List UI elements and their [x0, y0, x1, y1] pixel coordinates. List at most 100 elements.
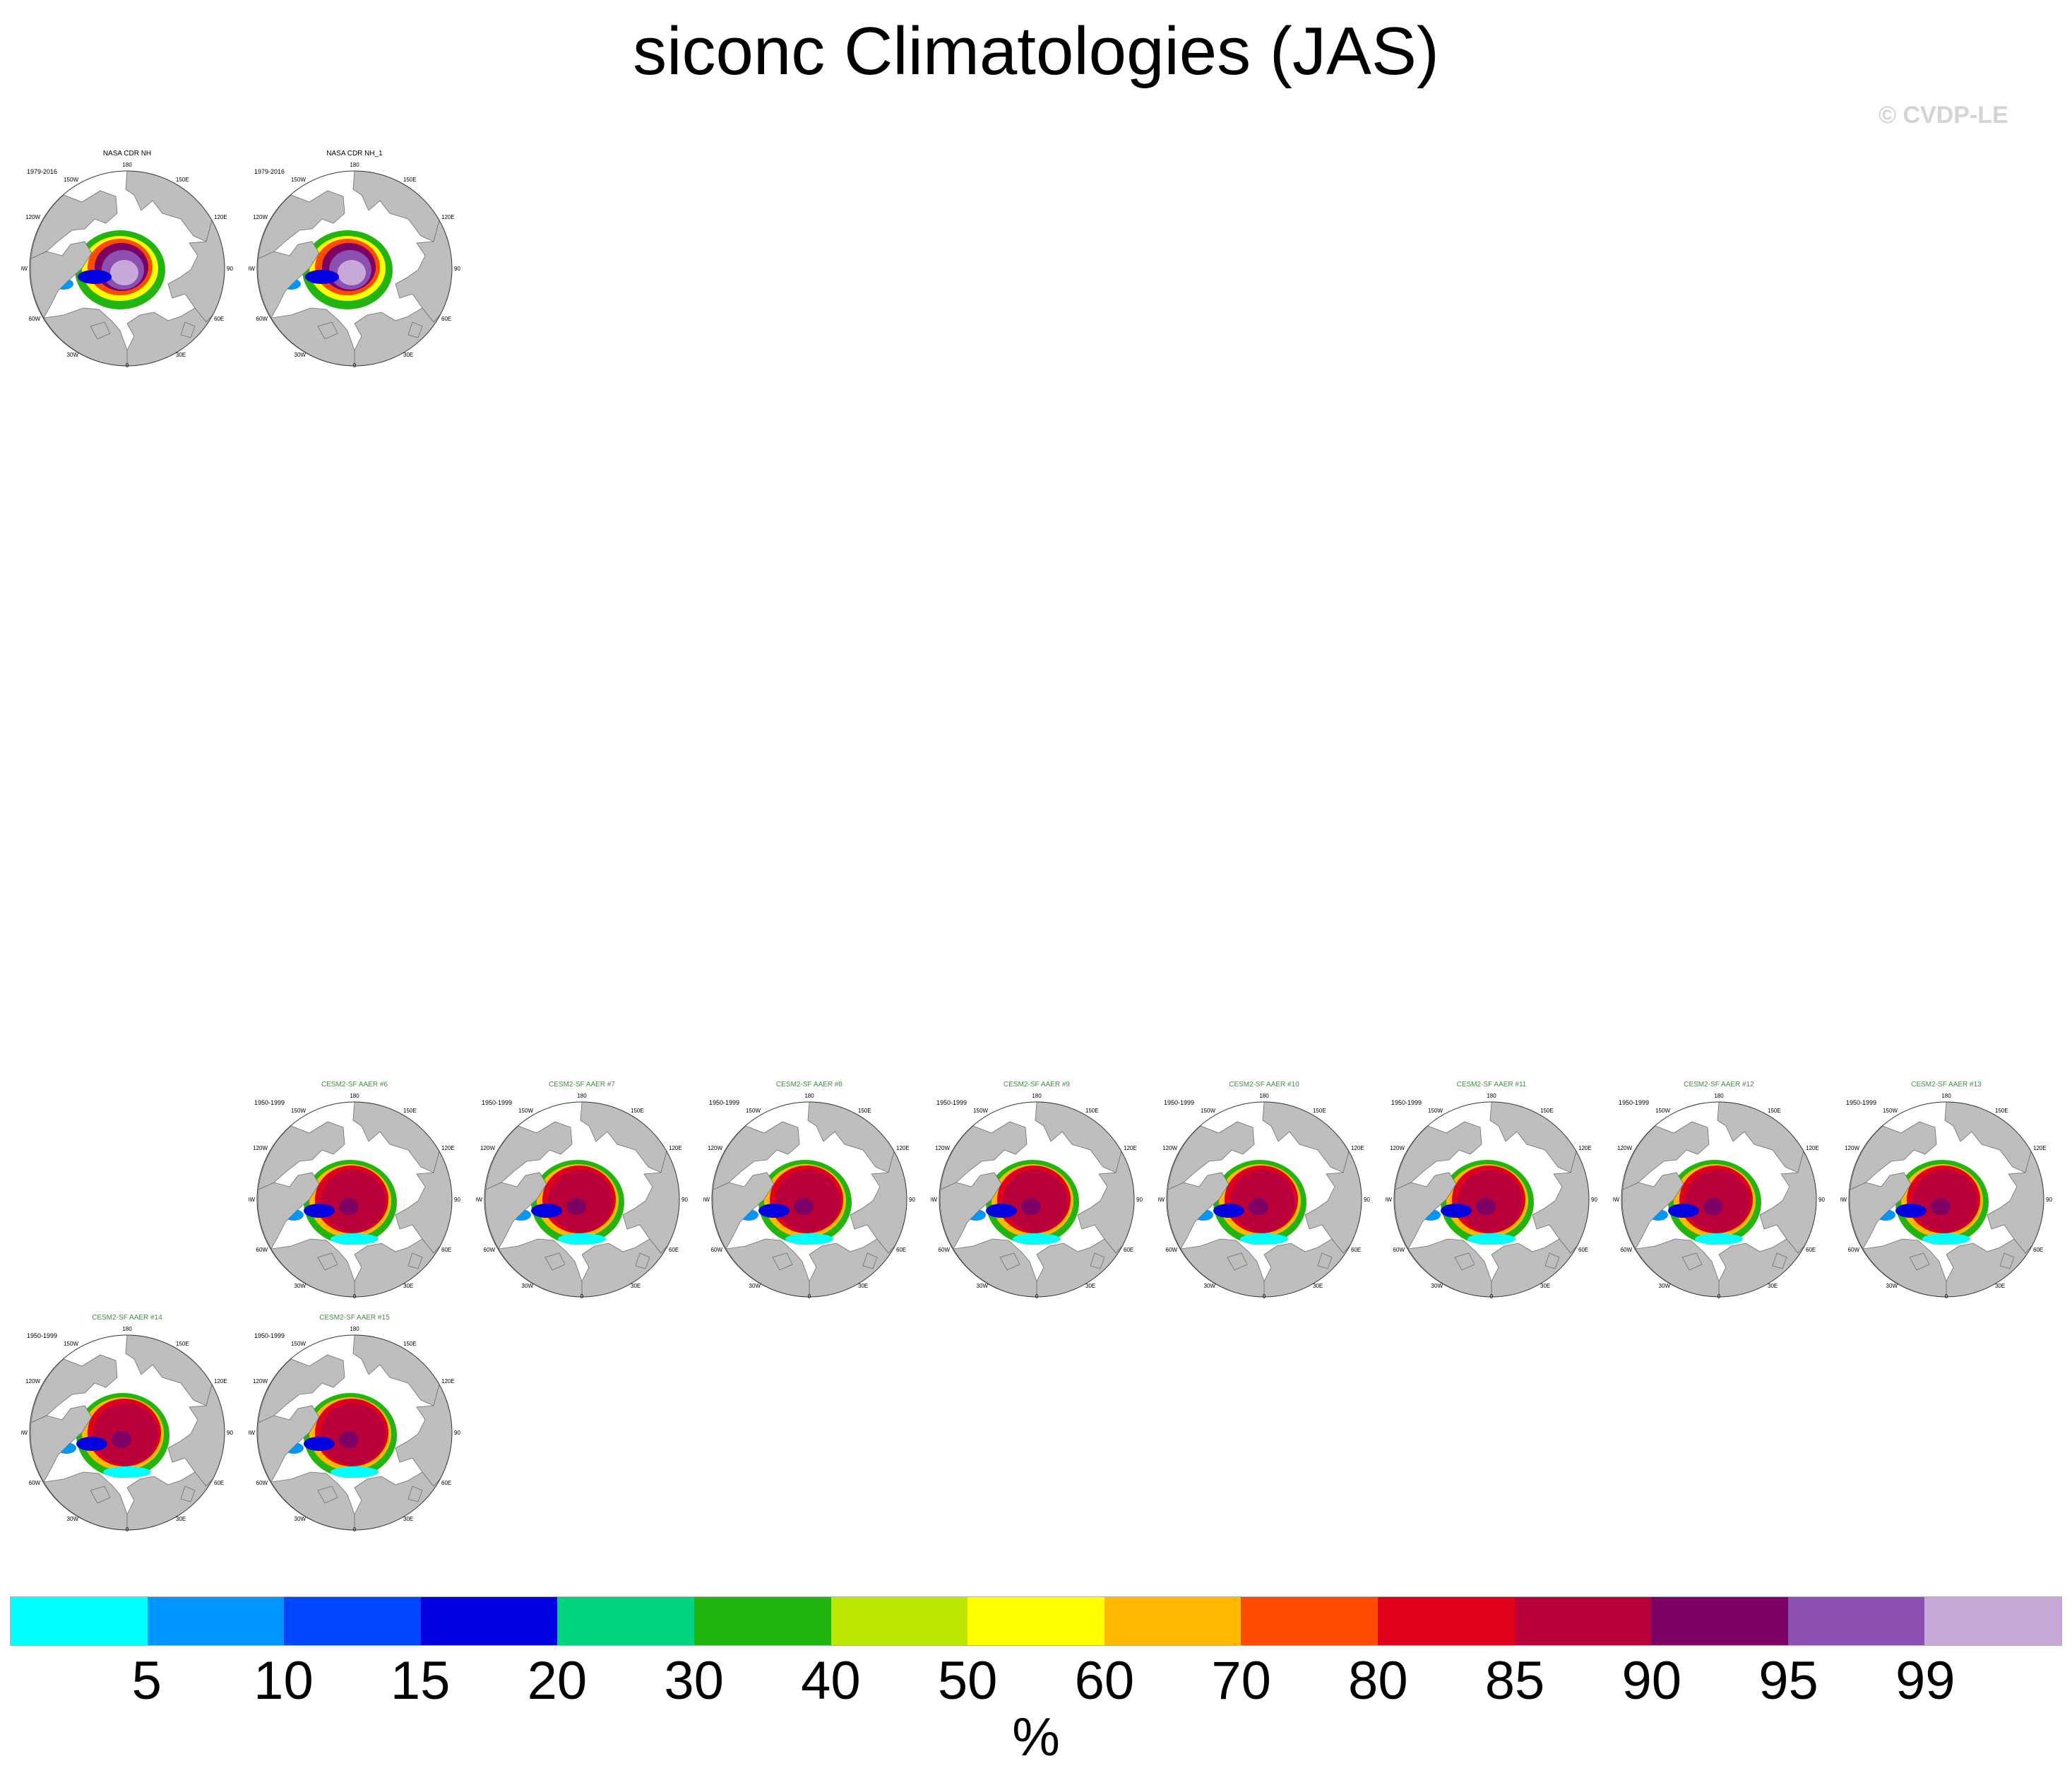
longitude-label: 180	[1032, 1093, 1042, 1099]
land-mass	[635, 1252, 650, 1269]
longitude-label: 120W	[253, 214, 268, 220]
longitude-label: 30E	[858, 1283, 868, 1289]
polar-map: CESM2-SF AAER #15 1950-1999 180 0 150W 150E 12…	[249, 1314, 460, 1533]
longitude-label: 60W	[939, 1247, 951, 1253]
map-panel: NASA CDR NH 1979-2016 180 0 150W 150E 120W 120E…	[21, 146, 233, 369]
longitude-label: 120E	[1124, 1145, 1137, 1151]
colorbar-swatch	[147, 1597, 285, 1645]
longitude-label: 180	[122, 1326, 132, 1332]
longitude-label: 60W	[1393, 1247, 1405, 1253]
longitude-label: 120E	[896, 1145, 910, 1151]
panel-period: 1950-1999	[482, 1099, 512, 1106]
longitude-label: 150W	[291, 177, 306, 183]
longitude-label: 30E	[1540, 1283, 1550, 1289]
longitude-label: 90W	[249, 266, 255, 272]
longitude-label: 120W	[1617, 1145, 1632, 1151]
longitude-label: 150W	[1428, 1108, 1443, 1114]
colorbar-tick-label: 95	[1758, 1651, 1818, 1711]
longitude-label: 0	[1490, 1293, 1494, 1300]
land-mass	[90, 321, 111, 340]
longitude-label: 30E	[176, 352, 186, 358]
map-panel: CESM2-SF AAER #9 1950-1999 180 0 150W 150E 120…	[931, 1077, 1143, 1300]
map-panel: CESM2-SF AAER #14 1950-1999 180 0 150W 150E 12…	[21, 1310, 233, 1533]
longitude-label: 0	[353, 1526, 357, 1533]
longitude-label: 150E	[1540, 1108, 1554, 1114]
longitude-label: 30E	[1995, 1283, 2005, 1289]
longitude-label: 30W	[1431, 1283, 1443, 1289]
longitude-label: 120W	[25, 1378, 40, 1384]
longitude-label: 30E	[403, 352, 413, 358]
longitude-label: 90E	[454, 1430, 460, 1436]
panel-period: 1950-1999	[254, 1332, 285, 1339]
longitude-label: 30E	[403, 1283, 413, 1289]
longitude-label: 150E	[403, 177, 417, 183]
colorbar-swatch	[1787, 1597, 1925, 1645]
longitude-label: 30E	[403, 1516, 413, 1522]
longitude-label: 90E	[454, 266, 460, 272]
polar-map: CESM2-SF AAER #11 1950-1999 180 0 150W 150E 12…	[1386, 1081, 1597, 1300]
land-mass	[1090, 1252, 1105, 1269]
map-panel: CESM2-SF AAER #12 1950-1999 180 0 150W 150E 12…	[1613, 1077, 1825, 1300]
colorbar	[10, 1596, 2062, 1646]
longitude-label: 60W	[256, 316, 268, 322]
panel-title: CESM2-SF AAER #13	[1911, 1081, 1982, 1089]
map-panel: NASA CDR NH_1 1979-2016 180 0 150W 150E 120W 12…	[249, 146, 460, 369]
longitude-label: 120W	[253, 1145, 268, 1151]
colorbar-tick-label: 90	[1621, 1651, 1682, 1711]
longitude-label: 30W	[294, 352, 306, 358]
longitude-label: 30E	[1085, 1283, 1095, 1289]
longitude-label: 30E	[1768, 1283, 1778, 1289]
longitude-label: 120W	[480, 1145, 495, 1151]
panel-title: CESM2-SF AAER #12	[1684, 1081, 1754, 1089]
longitude-label: 120W	[935, 1145, 950, 1151]
longitude-label: 30W	[522, 1283, 534, 1289]
longitude-label: 120W	[1162, 1145, 1177, 1151]
polar-map: CESM2-SF AAER #10 1950-1999 180 0 150W 150E 12…	[1158, 1081, 1370, 1300]
polar-map: CESM2-SF AAER #9 1950-1999 180 0 150W 150E 120…	[931, 1081, 1143, 1300]
panel-title: NASA CDR NH_1	[326, 150, 383, 158]
panel-title: CESM2-SF AAER #10	[1229, 1081, 1299, 1089]
longitude-label: 120E	[1351, 1145, 1364, 1151]
panel-period: 1950-1999	[1391, 1099, 1422, 1106]
longitude-label: 60E	[1806, 1247, 1816, 1253]
land-mass	[1772, 1252, 1787, 1269]
longitude-label: 0	[353, 1293, 357, 1300]
polar-map: CESM2-SF AAER #12 1950-1999 180 0 150W 150E 12…	[1613, 1081, 1825, 1300]
longitude-label: 90W	[476, 1197, 482, 1203]
panel-period: 1979-2016	[27, 168, 57, 175]
land-mass	[317, 1252, 338, 1271]
page-title: siconc Climatologies (JAS)	[633, 13, 1439, 89]
map-panel: CESM2-SF AAER #11 1950-1999 180 0 150W 150E 12…	[1386, 1077, 1597, 1300]
longitude-label: 120E	[1806, 1145, 1819, 1151]
land-mass	[180, 1486, 196, 1502]
longitude-label: 150W	[518, 1108, 533, 1114]
longitude-label: 180	[350, 1093, 359, 1099]
longitude-label: 90W	[249, 1430, 255, 1436]
colorbar-swatch	[11, 1597, 148, 1645]
longitude-label: 90E	[1364, 1197, 1370, 1203]
land-mass	[180, 321, 196, 338]
land-mass	[407, 1252, 423, 1269]
longitude-label: 30W	[1659, 1283, 1671, 1289]
longitude-label: 30W	[977, 1283, 989, 1289]
land-mass	[1227, 1252, 1248, 1271]
colorbar-tick-label: 50	[937, 1651, 998, 1711]
longitude-label: 150W	[973, 1108, 988, 1114]
colorbar-swatch	[1924, 1597, 2061, 1645]
longitude-label: 120E	[441, 1145, 455, 1151]
longitude-label: 180	[804, 1093, 814, 1099]
longitude-label: 150W	[746, 1108, 761, 1114]
longitude-label: 120E	[2033, 1145, 2047, 1151]
longitude-label: 90E	[227, 1430, 233, 1436]
land-mass	[317, 321, 338, 340]
longitude-label: 60W	[1848, 1247, 1860, 1253]
longitude-label: 150E	[631, 1108, 644, 1114]
longitude-label: 120E	[214, 214, 227, 220]
longitude-label: 0	[808, 1293, 811, 1300]
longitude-label: 60E	[2033, 1247, 2043, 1253]
longitude-label: 0	[126, 362, 129, 369]
longitude-label: 0	[1263, 1293, 1266, 1300]
panel-period: 1950-1999	[936, 1099, 967, 1106]
longitude-label: 60E	[441, 1480, 451, 1486]
polar-map: CESM2-SF AAER #7 1950-1999 180 0 150W 150E 120…	[476, 1081, 688, 1300]
